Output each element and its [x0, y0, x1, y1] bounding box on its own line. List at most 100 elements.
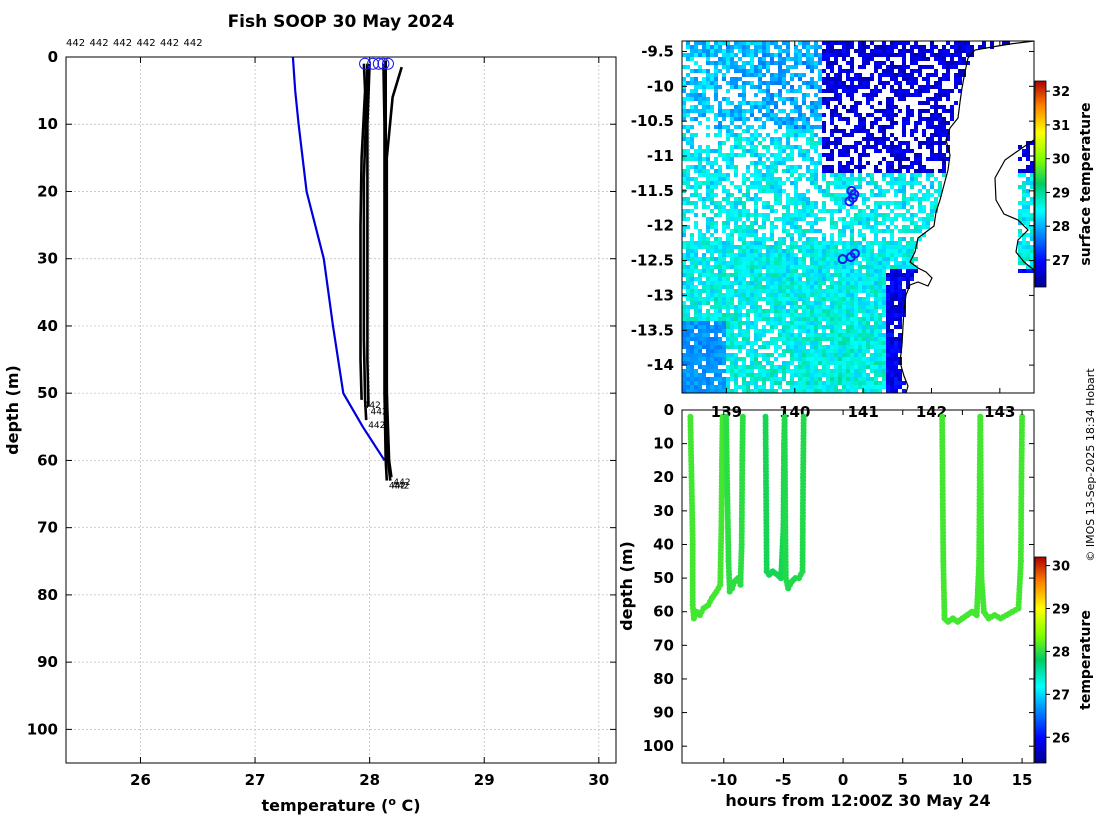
profile-start-marker: [372, 57, 385, 70]
timeseries-ytick-label: 70: [653, 636, 674, 654]
map-ytick-label: -12.5: [631, 252, 674, 270]
map-xtick-label: 141: [847, 403, 878, 421]
map-colorbar-tick-label: 29: [1052, 186, 1070, 201]
profile-end-label: 442: [368, 421, 385, 431]
timeseries-xtick-label: 15: [1012, 771, 1033, 789]
map-colorbar-tick-label: 30: [1052, 153, 1070, 168]
map-colorbar-tick-label: 27: [1052, 254, 1070, 269]
profile-end-label: 442: [364, 401, 381, 411]
profile-top-label: 442: [184, 38, 203, 49]
profile-xtick-label: 28: [359, 771, 380, 789]
profile-ytick-label: 100: [27, 720, 58, 738]
profile-xtick-label: 29: [474, 771, 495, 789]
profile-grid: [66, 56, 616, 763]
timeseries-ytick-label: 10: [653, 435, 674, 453]
map-ytick-label: -13: [647, 286, 674, 304]
map-ytick-label: -11.5: [631, 182, 674, 200]
timeseries-xtick-label: 10: [952, 771, 973, 789]
station-marker: [844, 196, 855, 207]
copyright-text: © IMOS 13-Sep-2025 18:34 Hobart: [1084, 368, 1097, 562]
profile-top-label: 442: [113, 38, 132, 49]
timeseries-colorbar-ticks: 26 27 28 29 30: [1046, 560, 1070, 746]
profile-top-label: 442: [137, 38, 156, 49]
profile-line: [362, 63, 369, 421]
timeseries-frame: [681, 409, 1035, 764]
profile-top-label: 442: [90, 38, 109, 49]
timeseries-xtick-label: -5: [775, 771, 792, 789]
figure-title: Fish SOOP 30 May 2024: [228, 12, 455, 32]
map-ytick-label: -9.5: [641, 42, 674, 60]
profile-ytick-label: 50: [37, 384, 58, 402]
timeseries-ticks: -10 -5 0 5 10 15 0 10 20 30 40 50 60 70 80 90 100: [643, 401, 1034, 789]
map-ytick-label: -10.5: [631, 112, 674, 130]
timeseries-xlabel: hours from 12:00Z 30 May 24: [725, 791, 990, 810]
map-colorbar-label: surface temperature: [1078, 102, 1094, 265]
profile-xlabel: temperature (o C): [261, 795, 420, 815]
profile-top-label: 442: [160, 38, 179, 49]
profile-top-labels: 442 442 442 442 442 442: [66, 38, 203, 49]
profile-line: [366, 63, 371, 407]
profile-ytick-label: 90: [37, 653, 58, 671]
timeseries-colorbar-tick-label: 26: [1052, 731, 1070, 746]
profile-ytick-label: 0: [48, 48, 58, 66]
profile-frame: [65, 56, 617, 764]
climatology-line: [291, 57, 386, 461]
map-colorbar-ticks: 27 28 29 30 31 32: [1046, 85, 1070, 269]
map-ytick-label: -11: [647, 147, 674, 165]
profile-end-label: 442: [389, 482, 406, 492]
profile-end-label: 442: [371, 408, 388, 418]
profile-start-marker: [381, 57, 394, 70]
profile-ticks: 26 27 28 29 30 0 10 20 30 40 50 60 70 80 90 100: [27, 48, 616, 789]
timeseries-ytick-label: 50: [653, 569, 674, 587]
profile-ytick-label: 40: [37, 317, 58, 335]
profile-start-marker: [367, 57, 380, 70]
timeseries-ytick-label: 90: [653, 704, 674, 722]
map-colorbar-tick-label: 28: [1052, 220, 1070, 235]
map-panel: -9.5 -10 -10.5 -11 -11.5 -12 -12.5 -13 -13.5 -14 1…: [631, 40, 1094, 421]
profile-start-marker: [359, 57, 372, 70]
timeseries-ytick-label: 40: [653, 535, 674, 553]
timeseries-point: [739, 413, 746, 420]
timeseries-colorbar-tick-label: 29: [1052, 603, 1070, 618]
map-colorbar-tick-label: 32: [1052, 85, 1070, 100]
profile-end-label: 442: [392, 482, 409, 492]
profile-start-marker: [377, 57, 390, 70]
timeseries-points: [687, 413, 1026, 625]
timeseries-ytick-label: 30: [653, 502, 674, 520]
sst-field: [682, 41, 1034, 393]
map-ytick-label: -13.5: [631, 321, 674, 339]
profile-ytick-label: 70: [37, 519, 58, 537]
timeseries-colorbar-tick-label: 30: [1052, 560, 1070, 575]
timeseries-colorbar-tick-label: 28: [1052, 645, 1070, 660]
coastline-east: [994, 139, 1034, 271]
profile-ytick-label: 10: [37, 115, 58, 133]
map-colorbar-tick-label: 31: [1052, 119, 1070, 134]
map-ticks: -9.5 -10 -10.5 -11 -11.5 -12 -12.5 -13 -13.5 -14 1…: [631, 41, 1034, 421]
timeseries-ylabel: depth (m): [617, 541, 636, 631]
timeseries-point: [800, 413, 807, 420]
profile-xtick-label: 26: [130, 771, 151, 789]
map-ytick-label: -12: [647, 217, 674, 235]
profile-end-label: 442: [393, 478, 410, 488]
map-xtick-label: 139: [711, 403, 742, 421]
timeseries-xtick-label: 0: [838, 771, 848, 789]
profile-ytick-label: 60: [37, 451, 58, 469]
profile-xtick-label: 27: [245, 771, 266, 789]
station-markers: [837, 185, 860, 265]
timeseries-ytick-label: 0: [664, 401, 674, 419]
map-ytick-label: -10: [647, 77, 674, 95]
profile-line: [359, 63, 367, 400]
map-ytick-label: -14: [647, 356, 674, 374]
map-frame: [681, 40, 1035, 394]
profile-ytick-label: 20: [37, 182, 58, 200]
coastline-west: [899, 41, 1034, 393]
profile-ylabel: depth (m): [3, 365, 22, 455]
profile-line: [382, 63, 389, 481]
profile-line: [385, 66, 403, 478]
profile-ytick-label: 30: [37, 250, 58, 268]
timeseries-xtick-label: -10: [710, 771, 737, 789]
timeseries-colorbar-tick-label: 27: [1052, 688, 1070, 703]
timeseries-ytick-label: 60: [653, 603, 674, 621]
